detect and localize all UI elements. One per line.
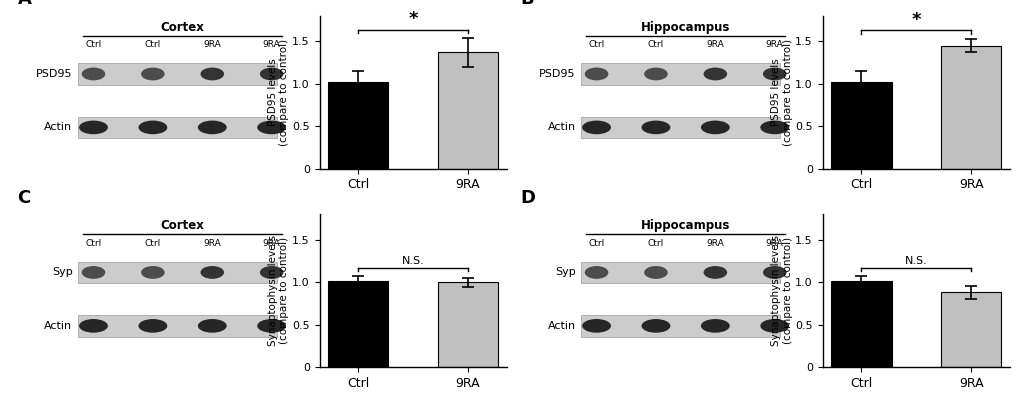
Text: 9RA: 9RA xyxy=(263,40,280,49)
Text: Ctrl: Ctrl xyxy=(145,40,161,49)
Ellipse shape xyxy=(641,319,669,333)
Bar xyxy=(328,280,388,367)
Text: Ctrl: Ctrl xyxy=(86,40,102,49)
Text: *: * xyxy=(408,10,418,28)
Bar xyxy=(77,117,276,138)
Ellipse shape xyxy=(82,266,105,279)
Ellipse shape xyxy=(79,120,108,134)
Ellipse shape xyxy=(260,266,283,279)
Ellipse shape xyxy=(703,67,727,80)
Y-axis label: Synaptophysin levels
(compare to control): Synaptophysin levels (compare to control… xyxy=(770,235,792,346)
Text: D: D xyxy=(520,189,535,207)
Bar xyxy=(580,262,780,283)
Text: 9RA: 9RA xyxy=(706,239,723,248)
Ellipse shape xyxy=(762,266,786,279)
Text: C: C xyxy=(17,189,31,207)
Ellipse shape xyxy=(703,266,727,279)
Ellipse shape xyxy=(584,266,607,279)
Text: 9RA: 9RA xyxy=(765,40,783,49)
Text: Actin: Actin xyxy=(45,122,72,132)
Bar xyxy=(77,262,276,283)
Text: A: A xyxy=(17,0,32,8)
Text: Ctrl: Ctrl xyxy=(588,40,604,49)
Ellipse shape xyxy=(260,67,283,80)
Ellipse shape xyxy=(759,120,789,134)
Ellipse shape xyxy=(139,120,167,134)
Ellipse shape xyxy=(79,319,108,333)
Ellipse shape xyxy=(644,266,667,279)
Text: 9RA: 9RA xyxy=(203,239,221,248)
Text: Actin: Actin xyxy=(45,321,72,331)
Ellipse shape xyxy=(700,120,729,134)
Bar xyxy=(580,63,780,85)
Text: Cortex: Cortex xyxy=(160,20,204,34)
Ellipse shape xyxy=(700,319,729,333)
Text: Hippocampus: Hippocampus xyxy=(640,219,730,232)
Bar xyxy=(580,117,780,138)
Bar xyxy=(830,280,891,367)
Y-axis label: PSD95 levels
(compare to control): PSD95 levels (compare to control) xyxy=(268,39,289,146)
Ellipse shape xyxy=(582,319,610,333)
Text: Ctrl: Ctrl xyxy=(588,239,604,248)
Text: PSD95: PSD95 xyxy=(539,69,575,79)
Text: 9RA: 9RA xyxy=(765,239,783,248)
Text: Ctrl: Ctrl xyxy=(145,239,161,248)
Text: Hippocampus: Hippocampus xyxy=(640,20,730,34)
Ellipse shape xyxy=(141,266,164,279)
Text: 9RA: 9RA xyxy=(203,40,221,49)
Ellipse shape xyxy=(201,266,224,279)
Text: Cortex: Cortex xyxy=(160,219,204,232)
Ellipse shape xyxy=(201,67,224,80)
Ellipse shape xyxy=(257,319,285,333)
Bar xyxy=(328,82,388,169)
Bar xyxy=(77,315,276,336)
Text: B: B xyxy=(520,0,534,8)
Text: *: * xyxy=(911,11,920,29)
Y-axis label: Synaptophysin levels
(compare to control): Synaptophysin levels (compare to control… xyxy=(268,235,289,346)
Ellipse shape xyxy=(198,120,226,134)
Bar xyxy=(437,52,497,169)
Ellipse shape xyxy=(141,67,164,80)
Text: N.S.: N.S. xyxy=(401,256,424,266)
Bar xyxy=(580,315,780,336)
Text: Actin: Actin xyxy=(547,321,575,331)
Text: Ctrl: Ctrl xyxy=(86,239,102,248)
Ellipse shape xyxy=(139,319,167,333)
Text: N.S.: N.S. xyxy=(904,256,926,266)
Text: Syp: Syp xyxy=(554,267,575,277)
Text: 9RA: 9RA xyxy=(706,40,723,49)
Ellipse shape xyxy=(582,120,610,134)
Bar xyxy=(830,82,891,169)
Text: Ctrl: Ctrl xyxy=(647,239,663,248)
Text: Syp: Syp xyxy=(52,267,72,277)
Bar xyxy=(77,63,276,85)
Ellipse shape xyxy=(584,67,607,80)
Y-axis label: PSD95 levels
(compare to control): PSD95 levels (compare to control) xyxy=(770,39,792,146)
Bar xyxy=(940,45,1001,169)
Bar xyxy=(437,282,497,367)
Ellipse shape xyxy=(257,120,285,134)
Text: Ctrl: Ctrl xyxy=(647,40,663,49)
Ellipse shape xyxy=(762,67,786,80)
Text: Actin: Actin xyxy=(547,122,575,132)
Ellipse shape xyxy=(644,67,667,80)
Ellipse shape xyxy=(198,319,226,333)
Ellipse shape xyxy=(759,319,789,333)
Ellipse shape xyxy=(641,120,669,134)
Ellipse shape xyxy=(82,67,105,80)
Text: PSD95: PSD95 xyxy=(36,69,72,79)
Bar xyxy=(940,292,1001,367)
Text: 9RA: 9RA xyxy=(263,239,280,248)
